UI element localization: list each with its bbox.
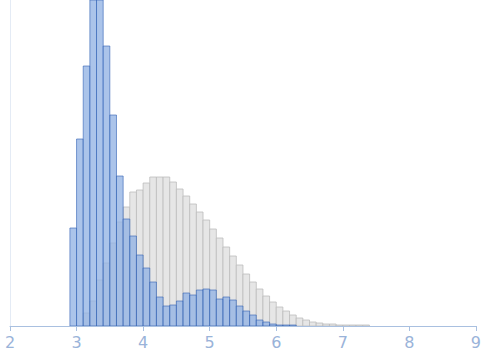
svg-text:6: 6	[271, 333, 281, 352]
svg-text:5: 5	[205, 333, 215, 352]
svg-text:8: 8	[404, 333, 414, 352]
svg-text:7: 7	[338, 333, 348, 352]
svg-text:2: 2	[5, 333, 15, 352]
svg-text:4: 4	[138, 333, 148, 352]
svg-text:3: 3	[71, 333, 81, 352]
svg-text:9: 9	[471, 333, 481, 352]
